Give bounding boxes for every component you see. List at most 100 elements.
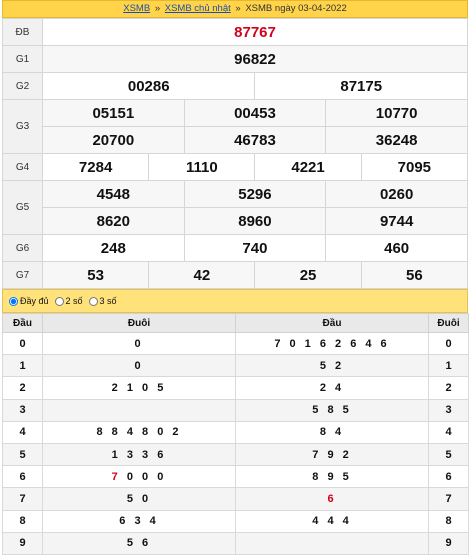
prize-number: 4548: [42, 180, 185, 208]
prize-row-db: ĐB 87767: [2, 18, 468, 46]
loto-row: 2 2 1 0 5 2 4 2: [2, 376, 469, 400]
prize-special-number: 87767: [42, 18, 468, 46]
tail-digits: 8 8 4 8 0 2: [42, 420, 236, 444]
head-digits: 7 0 1 6 2 6 4 6: [235, 331, 429, 356]
tail-digit: 1: [428, 354, 469, 378]
prize-row-g7: G7 53 42 25 56: [2, 261, 469, 289]
head-digit: 0: [2, 331, 43, 356]
tail-digit: 4: [428, 420, 469, 444]
tail-digit: 9: [428, 531, 469, 555]
option-two-digits[interactable]: 2 số: [54, 296, 83, 306]
tail-digits: 5 0: [42, 487, 236, 511]
head-digits: 5 8 5: [235, 398, 429, 422]
prize-number: 7284: [41, 153, 150, 181]
head-digit: 5: [2, 442, 43, 467]
breadcrumb-link-xsmb[interactable]: XSMB: [123, 3, 151, 14]
head-digits: 4 4 4: [235, 509, 429, 533]
tail-digit: 3: [428, 398, 469, 422]
tail-digit: 6: [428, 465, 469, 489]
tail-digits: 0: [42, 331, 236, 356]
prize-row-g4: G4 7284 1110 4221 7095: [2, 153, 469, 181]
loto-header-row: Đầu Đuôi Đầu Đuôi: [2, 313, 469, 333]
option-three-digits[interactable]: 3 số: [88, 296, 117, 306]
tail-digits-rest: 0 0 0: [120, 470, 167, 483]
prize-label: G4: [2, 153, 43, 181]
prize-number: 00286: [41, 72, 256, 100]
prize-row-g3: G3 05151 00453 10770: [2, 99, 468, 154]
loto-row: 0 0 7 0 1 6 2 6 4 6 0: [2, 331, 469, 356]
radio-three-digits[interactable]: [88, 296, 98, 306]
prize-label: G3: [2, 99, 43, 154]
head-digit: 2: [2, 376, 43, 400]
tail-digit: 2: [428, 376, 469, 400]
loto-row: 5 1 3 3 6 7 9 2 5: [2, 442, 469, 467]
tail-digits: 6 3 4: [42, 509, 236, 533]
prize-number: 05151: [42, 99, 185, 127]
prize-number: 8960: [183, 207, 327, 235]
display-options: Đầy đủ 2 số 3 số: [2, 289, 468, 313]
head-digit: 1: [2, 354, 43, 378]
prize-number: 42: [148, 261, 256, 289]
head-digits: [235, 531, 429, 555]
breadcrumb-separator: »: [235, 3, 241, 14]
prize-number: 46783: [183, 126, 327, 154]
col-header-tail: Đuôi: [428, 313, 469, 333]
prize-row-g5-second: 8620 8960 9744: [3, 207, 468, 235]
special-tail-digit: 7: [111, 470, 121, 483]
prize-row-g5: G5 4548 5296 0260: [2, 180, 468, 235]
option-three-label: 3 số: [99, 296, 117, 306]
prize-number: 53: [41, 261, 150, 289]
breadcrumb-link-xsmb-sunday[interactable]: XSMB chủ nhật: [164, 3, 231, 14]
prize-label: G6: [2, 234, 43, 262]
loto-row: 7 5 0 6 7: [2, 487, 469, 511]
prize-number: 248: [42, 234, 185, 262]
loto-row: 9 5 6 9: [2, 531, 469, 555]
prize-number: 460: [325, 234, 468, 262]
prize-label: G7: [2, 261, 43, 289]
prize-number: 1110: [148, 153, 256, 181]
tail-digits: 2 1 0 5: [42, 376, 236, 400]
option-full[interactable]: Đầy đủ: [9, 296, 49, 306]
special-head-digit: 6: [235, 487, 429, 511]
head-digits: 7 9 2: [235, 442, 429, 467]
loto-row: 3 5 8 5 3: [2, 398, 469, 422]
tail-digit: 0: [428, 331, 469, 356]
prize-row-g6: G6 248 740 460: [2, 234, 468, 262]
tail-digits: [42, 398, 236, 422]
breadcrumb-separator: »: [154, 3, 161, 14]
tail-digits: 1 3 3 6: [42, 442, 236, 467]
prize-number: 0260: [325, 180, 468, 208]
tail-digit: 8: [428, 509, 469, 533]
prize-number: 96822: [42, 45, 468, 73]
head-digit: 4: [2, 420, 43, 444]
loto-row: 8 6 3 4 4 4 4 8: [2, 509, 469, 533]
head-digits: 5 2: [235, 354, 429, 378]
prize-row-g1: G1 96822: [2, 45, 468, 73]
breadcrumb-current: XSMB ngày 03-04-2022: [245, 3, 347, 14]
loto-table: Đầu Đuôi Đầu Đuôi 0 0 7 0 1 6 2 6 4 6 0 …: [2, 313, 469, 555]
prize-label: G2: [2, 72, 43, 100]
prize-label: G1: [2, 45, 43, 73]
head-digit: 6: [2, 465, 43, 489]
radio-full[interactable]: [9, 296, 18, 306]
prize-number: 87175: [254, 72, 468, 100]
prize-number: 740: [183, 234, 327, 262]
prize-number: 4221: [254, 153, 362, 181]
tail-digit: 7: [428, 487, 469, 511]
prize-number: 56: [360, 261, 469, 289]
head-digit: 8: [2, 509, 43, 533]
prize-number: 9744: [325, 207, 468, 235]
col-header-head: Đầu: [235, 313, 429, 333]
prize-row-g2: G2 00286 87175: [2, 72, 468, 100]
results-table: ĐB 87767 G1 96822 G2 00286 87175 G3 0515…: [2, 18, 469, 289]
head-digits: 8 9 5: [235, 465, 429, 489]
prize-number: 20700: [42, 126, 185, 154]
option-two-label: 2 số: [65, 296, 83, 306]
col-header-head: Đầu: [2, 313, 43, 333]
breadcrumb: XSMB » XSMB chủ nhật » XSMB ngày 03-04-2…: [2, 0, 468, 18]
radio-two-digits[interactable]: [54, 296, 64, 306]
prize-row-g3-second: 20700 46783 36248: [3, 126, 468, 154]
loto-row: 6 7 0 0 0 8 9 5 6: [2, 465, 469, 489]
prize-number: 10770: [325, 99, 468, 127]
tail-digits: 0: [42, 354, 236, 378]
